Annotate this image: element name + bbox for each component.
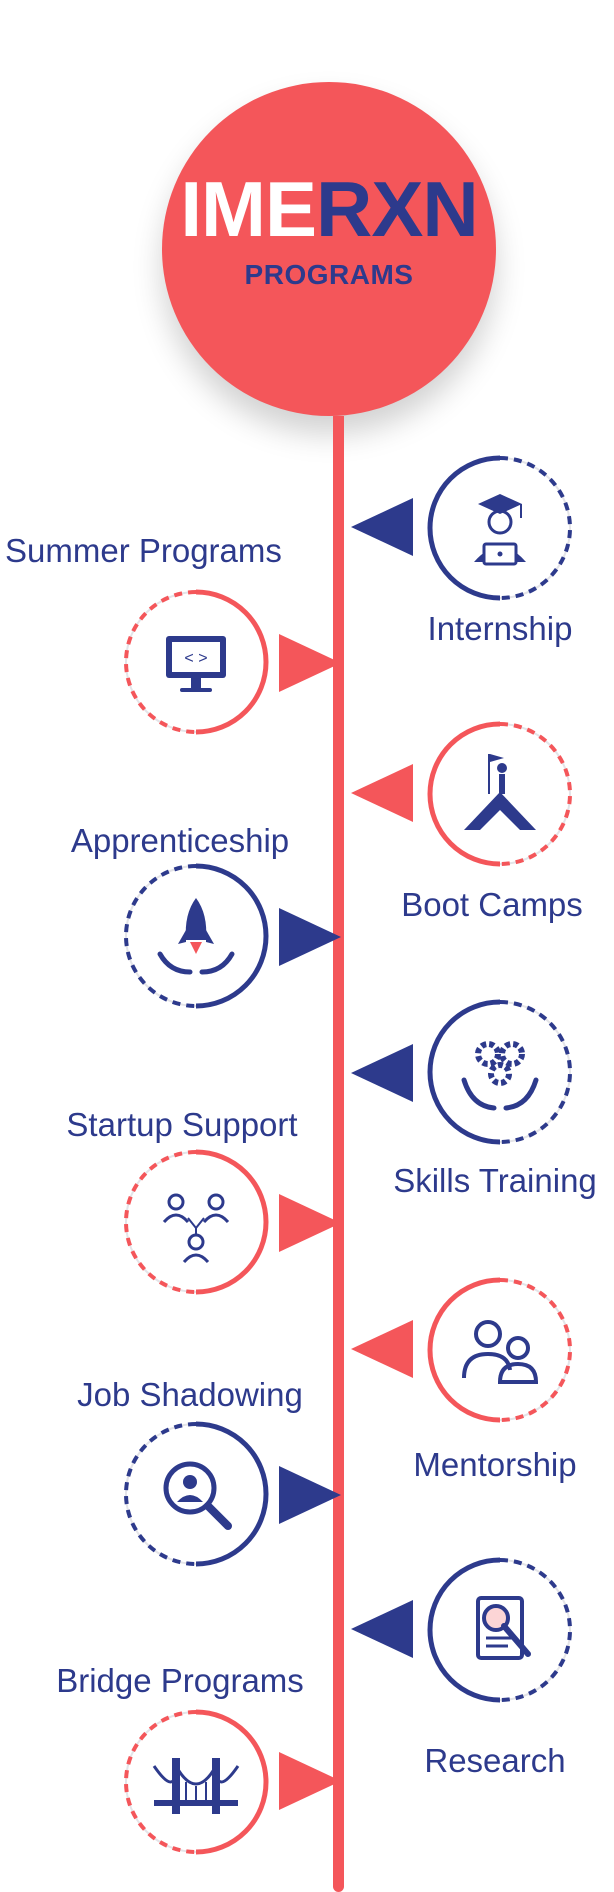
mentor-people-icon (427, 1277, 572, 1423)
badge-startup-support (120, 1146, 272, 1298)
pointer-apprenticeship (279, 908, 341, 966)
rocket-hands-icon (124, 863, 269, 1009)
gears-hands-icon (427, 999, 572, 1145)
pointer-mentorship (351, 1320, 413, 1378)
label-research: Research (424, 1742, 566, 1779)
brand-part-1: IME (180, 165, 317, 253)
magnifier-person-icon (124, 1421, 269, 1567)
badge-job-shadowing (120, 1418, 272, 1570)
brand-subtitle: PROGRAMS (244, 259, 414, 290)
badge-mentorship (424, 1274, 576, 1426)
monitor-code-icon: < > (124, 589, 269, 735)
label-boot-camps: Boot Camps (401, 886, 583, 923)
badge-research (424, 1554, 576, 1706)
label-skills-training: Skills Training (393, 1162, 597, 1199)
brand-title: IMERXN (162, 170, 496, 248)
label-summer-programs: Summer Programs (5, 532, 282, 569)
mountain-flag-icon (427, 721, 572, 867)
pointer-startup-support (279, 1194, 341, 1252)
label-internship: Internship (427, 610, 573, 647)
brand-part-2: RXN (315, 165, 479, 253)
label-apprenticeship: Apprenticeship (70, 822, 290, 859)
timeline-spine (333, 416, 344, 1892)
badge-apprenticeship (120, 860, 272, 1012)
graduate-laptop-icon (427, 455, 572, 601)
badge-boot-camps (424, 718, 576, 870)
bridge-icon (124, 1709, 269, 1855)
label-job-shadowing: Job Shadowing (77, 1376, 303, 1413)
pointer-bridge-programs (279, 1752, 341, 1810)
pointer-internship (351, 498, 413, 556)
svg-text:< >: < > (184, 650, 207, 667)
badge-internship (424, 452, 576, 604)
pointer-job-shadowing (279, 1466, 341, 1524)
team-network-icon (124, 1149, 269, 1295)
badge-bridge-programs (120, 1706, 272, 1858)
document-search-icon (427, 1557, 572, 1703)
label-startup-support: Startup Support (66, 1106, 298, 1143)
label-mentorship: Mentorship (413, 1446, 577, 1483)
badge-skills-training (424, 996, 576, 1148)
badge-summer-programs: < > (120, 586, 272, 738)
hero-circle: IMERXN PROGRAMS (162, 82, 496, 416)
pointer-skills-training (351, 1044, 413, 1102)
pointer-research (351, 1600, 413, 1658)
pointer-summer-programs (279, 634, 341, 692)
pointer-boot-camps (351, 764, 413, 822)
label-bridge-programs: Bridge Programs (56, 1662, 304, 1699)
